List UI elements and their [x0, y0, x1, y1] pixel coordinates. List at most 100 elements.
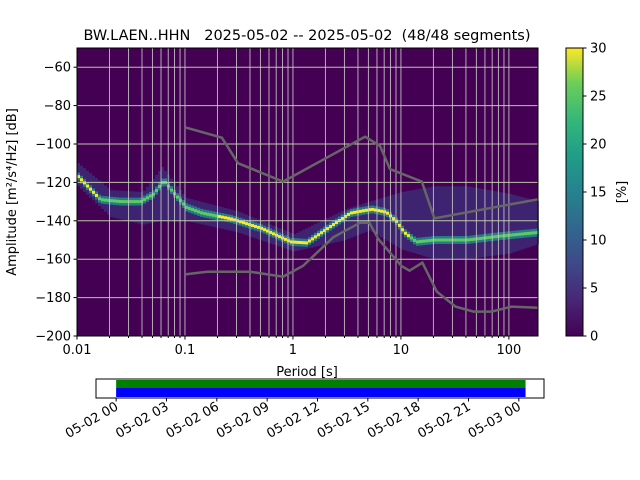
heatmap-mode-cell — [425, 239, 428, 243]
heatmap-spread-cell — [170, 178, 173, 221]
heatmap-mode-cell — [494, 235, 497, 239]
heatmap-mode-cell — [353, 210, 356, 214]
heatmap-spread-cell — [365, 202, 368, 232]
heatmap-spread-cell — [434, 186, 437, 260]
heatmap-mode-cell — [371, 207, 374, 211]
x-tick-label: 0.1 — [175, 343, 196, 358]
heatmap-mode-cell — [242, 221, 245, 225]
heatmap-spread-cell — [443, 186, 446, 260]
heatmap-mode-cell — [449, 238, 452, 242]
heatmap-mode-cell — [176, 195, 179, 199]
heatmap-mode-cell — [128, 200, 131, 204]
heatmap-mode-cell — [377, 209, 380, 213]
x-tick-label: 1 — [289, 343, 297, 358]
heatmap-mode-cell — [443, 238, 446, 242]
heatmap-mode-cell — [530, 231, 533, 235]
heatmap-spread-cell — [92, 175, 95, 201]
heatmap-spread-cell — [338, 212, 341, 242]
heatmap-mode-cell — [194, 209, 197, 213]
heatmap-spread-cell — [137, 191, 140, 224]
heatmap-mode-cell — [149, 194, 152, 198]
heatmap-spread-cell — [431, 186, 434, 259]
heatmap-mode-cell — [440, 238, 443, 242]
heatmap-mode-cell — [170, 188, 173, 192]
y-tick-label: −120 — [35, 176, 71, 191]
heatmap-mode-cell — [158, 185, 161, 189]
heatmap-spread-cell — [380, 198, 383, 238]
timeline-tick-label: 05-02 21 — [415, 399, 473, 441]
heatmap-mode-cell — [257, 225, 260, 229]
heatmap-mode-cell — [293, 240, 296, 244]
heatmap-mode-cell — [230, 217, 233, 221]
heatmap-spread-cell — [134, 191, 137, 223]
heatmap-mode-cell — [101, 198, 104, 202]
heatmap-mode-cell — [254, 224, 257, 228]
heatmap-mode-cell — [455, 238, 458, 242]
heatmap-mode-cell — [131, 200, 134, 204]
heatmap-mode-cell — [320, 231, 323, 235]
heatmap-spread-cell — [413, 189, 416, 254]
heatmap-mode-cell — [473, 237, 476, 241]
y-tick-label: −80 — [44, 99, 71, 114]
ppsd-plot-area — [76, 47, 539, 337]
colorbar-tick-label: 15 — [590, 186, 607, 201]
heatmap-mode-cell — [227, 216, 230, 220]
heatmap-spread-cell — [335, 213, 338, 243]
colorbar-tick-label: 20 — [590, 138, 607, 153]
heatmap-spread-cell — [146, 186, 149, 224]
heatmap-spread-cell — [368, 201, 371, 231]
heatmap-mode-cell — [251, 224, 254, 228]
heatmap-spread-cell — [350, 207, 353, 238]
heatmap-mode-cell — [347, 212, 350, 216]
nhnm-line — [184, 126, 539, 220]
heatmap-mode-cell — [284, 237, 287, 241]
heatmap-mode-cell — [359, 209, 362, 213]
heatmap-mode-cell — [212, 213, 215, 217]
heatmap-mode-cell — [329, 225, 332, 229]
heatmap-mode-cell — [452, 238, 455, 242]
heatmap-mode-cell — [386, 211, 389, 215]
y-axis: −60 −80 −100 −120 −140 −160 −180 −200 — [35, 61, 77, 345]
heatmap-spread-cell — [500, 192, 503, 255]
heatmap-mode-cell — [146, 196, 149, 200]
heatmap-mode-cell — [197, 210, 200, 214]
y-tick-label: −160 — [35, 253, 71, 268]
heatmap-mode-cell — [95, 193, 98, 197]
y-tick-label: −140 — [35, 214, 71, 229]
heatmap-mode-cell — [398, 223, 401, 227]
heatmap-spread-cell — [362, 203, 365, 233]
heatmap-spread-cell — [425, 187, 428, 257]
x-tick-label: 10 — [393, 343, 410, 358]
heatmap-spread-cell — [410, 190, 413, 253]
timeline-tick-label: 05-02 15 — [315, 399, 373, 441]
heatmap-spread-cell — [449, 186, 452, 260]
heatmap-mode-cell — [332, 223, 335, 227]
heatmap-spread-cell — [461, 186, 464, 260]
heatmap-mode-cell — [470, 238, 473, 242]
heatmap-mode-cell — [515, 233, 518, 237]
nlnm-line — [184, 221, 539, 313]
heatmap-mode-cell — [509, 233, 512, 237]
heatmap-mode-cell — [263, 228, 266, 232]
heatmap-mode-cell — [533, 231, 536, 235]
heatmap-spread-cell — [341, 210, 344, 241]
heatmap-mode-cell — [305, 241, 308, 245]
heatmap-spread-cell — [485, 189, 488, 257]
heatmap-mode-cell — [395, 219, 398, 223]
heatmap-spread-cell — [377, 199, 380, 236]
colorbar-tick-label: 10 — [590, 234, 607, 249]
y-tick-label: −60 — [44, 61, 71, 76]
chart-title: BW.LAEN..HHN 2025-05-02 -- 2025-05-02 (4… — [83, 28, 530, 44]
heatmap-mode-cell — [155, 189, 158, 193]
heatmap-spread-cell — [440, 186, 443, 260]
heatmap-mode-cell — [446, 238, 449, 242]
heatmap-mode-cell — [485, 236, 488, 240]
timeline-tick-label: 05-02 09 — [214, 399, 272, 441]
heatmap-spread-cell — [518, 196, 521, 251]
y-tick-label: −180 — [35, 291, 71, 306]
heatmap-mode-cell — [203, 212, 206, 216]
heatmap-mode-cell — [341, 216, 344, 220]
heatmap-mode-cell — [524, 232, 527, 236]
heatmap-spread-cell — [164, 170, 167, 221]
